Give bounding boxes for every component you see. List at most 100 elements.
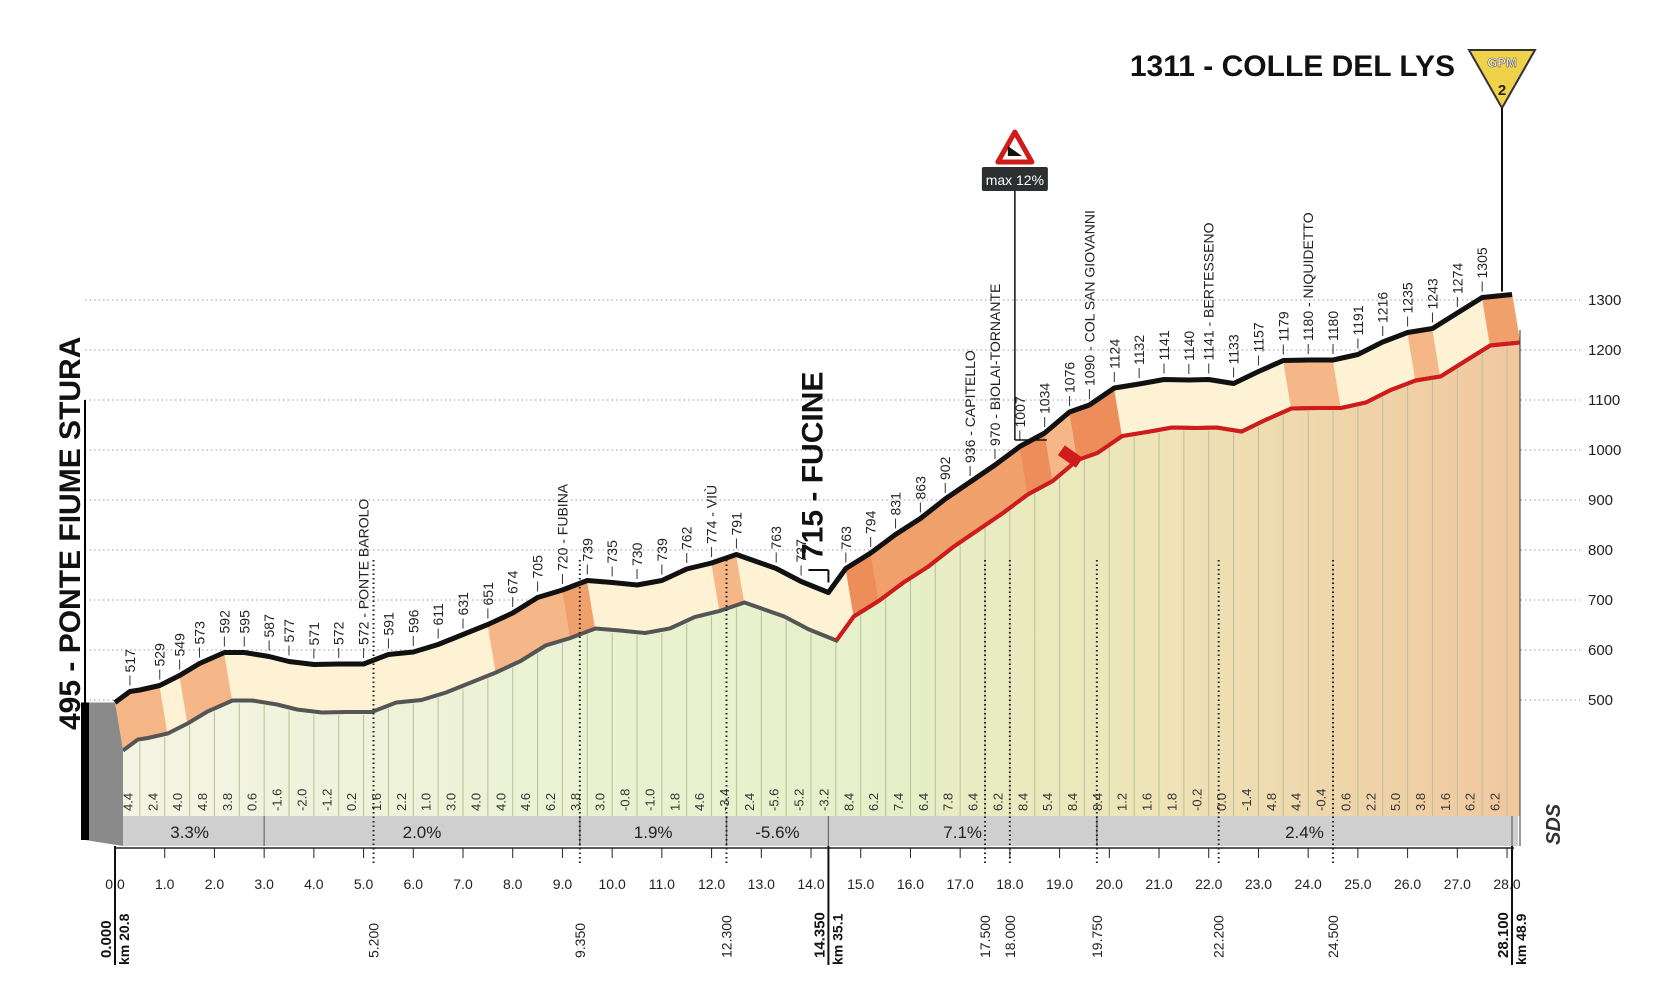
point-elevation-label: 739	[654, 538, 670, 562]
brand-label: SDS	[1543, 803, 1565, 845]
x-tick-label: 23.0	[1245, 876, 1272, 892]
point-elevation-label: 730	[629, 542, 645, 566]
segment-gradient-label: 7.4	[891, 793, 906, 811]
point-elevation-label: 763	[768, 526, 784, 550]
segment-gradient-label: 3.8	[220, 793, 235, 811]
kom-badge-category: 2	[1498, 82, 1506, 99]
segment-gradient-label: 5.0	[1388, 793, 1403, 811]
point-elevation-label: 1179	[1275, 311, 1291, 341]
segment-gradient-label: 8.4	[841, 793, 856, 811]
max-gradient-warning-icon	[995, 129, 1035, 165]
point-elevation-label: 791	[728, 512, 744, 536]
segment-gradient-label: 6.2	[1488, 793, 1503, 811]
waypoint-distance-label: 18.000	[1002, 915, 1018, 958]
segment-gradient-label: -3.4	[717, 789, 732, 811]
mid-location-label: 715 - FUCINE	[796, 372, 829, 560]
segment-gradient-label: 6.2	[1463, 793, 1478, 811]
segment-gradient-label: 4.4	[1289, 793, 1304, 811]
segment-gradient-label: 4.0	[493, 793, 508, 811]
segment-gradient-label: 2.2	[394, 793, 409, 811]
segment-gradient-label: -1.6	[270, 789, 285, 811]
x-tick-label: 15.0	[847, 876, 874, 892]
segment-gradient-label: 7.8	[941, 793, 956, 811]
segment-gradient-label: 3.0	[593, 793, 608, 811]
segment-gradient-label: -5.2	[792, 789, 807, 811]
waypoint-distance-label: 24.500	[1325, 915, 1341, 958]
x-tick-label: 3.0	[254, 876, 274, 892]
segment-gradient-label: -3.2	[816, 789, 831, 811]
key-distance-label: 14.350	[811, 912, 828, 958]
segment-gradient-label: 3.8	[1413, 793, 1428, 811]
y-tick-label: 1300	[1588, 292, 1621, 309]
x-tick-label: 17.0	[947, 876, 974, 892]
point-elevation-label: 970 - BIOLAI-TORNANTE	[987, 284, 1003, 446]
segment-gradient-label: 2.4	[145, 793, 160, 811]
point-elevation-label: 651	[480, 582, 496, 606]
key-distance-label: 28.100	[1495, 912, 1512, 958]
segment-gradient-label: 0.2	[344, 793, 359, 811]
x-tick-label: 16.0	[897, 876, 924, 892]
x-tick-label: 12.0	[698, 876, 725, 892]
point-elevation-label: 737	[793, 539, 809, 563]
point-elevation-label: 549	[172, 633, 188, 657]
point-elevation-label: 763	[838, 526, 854, 550]
point-elevation-label: 573	[192, 621, 208, 645]
x-tick-label: 18.0	[996, 876, 1023, 892]
x-tick-label: 19.0	[1046, 876, 1073, 892]
segment-gradient-label: 6.2	[543, 793, 558, 811]
waypoint-distance-label: 12.300	[718, 915, 734, 958]
point-elevation-label: 631	[455, 592, 471, 616]
point-elevation-label: 577	[281, 619, 297, 643]
y-tick-label: 800	[1588, 542, 1613, 559]
point-elevation-label: 1141	[1156, 330, 1172, 360]
max-gradient-label: max 12%	[986, 172, 1044, 188]
point-elevation-label: 1180 - NIQUIDETTO	[1300, 212, 1316, 341]
ground-area	[123, 342, 1520, 816]
segment-gradient-label: 8.4	[1090, 793, 1105, 811]
x-tick-label: 1.0	[155, 876, 175, 892]
segment-gradient-label: 6.2	[990, 793, 1005, 811]
section-average-label: -5.6%	[755, 823, 799, 842]
segment-gradient-label: 4.6	[692, 793, 707, 811]
key-km-label: km 35.1	[829, 913, 845, 965]
segment-gradient-label: 6.2	[866, 793, 881, 811]
x-tick-label: 7.0	[453, 876, 473, 892]
segment-gradient-label: 6.4	[916, 793, 931, 811]
point-elevation-label: 1076	[1062, 362, 1078, 393]
segment-gradient-label: 1.0	[419, 793, 434, 811]
section-average-label: 1.9%	[634, 823, 673, 842]
segment-gradient-label: -1.0	[642, 789, 657, 811]
x-tick-label: 28.0	[1493, 876, 1520, 892]
climb-shadow-line	[834, 340, 1521, 642]
segment-gradient-label: -0.8	[618, 789, 633, 811]
point-elevation-label: 1305	[1474, 247, 1490, 278]
segment-gradient-label: 2.2	[1363, 793, 1378, 811]
point-elevation-label: 587	[261, 614, 277, 638]
x-tick-label: 26.0	[1394, 876, 1421, 892]
segment-gradient-label: 0.6	[1338, 793, 1353, 811]
point-elevation-label: 762	[679, 526, 695, 550]
point-elevation-label: 1034	[1037, 383, 1053, 414]
segment-gradient-label: -0.4	[1314, 789, 1329, 811]
waypoint-distance-label: 17.500	[977, 915, 993, 958]
point-elevation-label: 1124	[1106, 339, 1122, 369]
y-tick-label: 500	[1588, 692, 1613, 709]
segment-gradient-label: 1.6	[369, 793, 384, 811]
segment-gradient-label: 4.4	[120, 793, 135, 811]
x-tick-label: 11.0	[649, 876, 675, 892]
x-tick-label: 10.0	[599, 876, 626, 892]
point-elevation-label: 1191	[1350, 305, 1366, 335]
segment-gradient-label: 4.0	[170, 793, 185, 811]
waypoint-distance-label: 19.750	[1089, 915, 1105, 958]
segment-gradient-label: 1.6	[1438, 793, 1453, 811]
segment-gradient-label: 0.0	[1214, 793, 1229, 811]
point-elevation-label: 1180	[1325, 311, 1341, 341]
waypoint-distance-label: 9.350	[572, 923, 588, 958]
segment-gradient-label: 4.8	[195, 793, 210, 811]
point-elevation-label: 1090 - COL SAN GIOVANNI	[1081, 210, 1097, 386]
key-distance-label: 0.000	[98, 920, 115, 958]
segment-gradient-label: 6.4	[966, 793, 981, 811]
point-elevation-label: 735	[604, 540, 620, 564]
point-elevation-label: 1141 - BERTESSENO	[1201, 222, 1217, 360]
